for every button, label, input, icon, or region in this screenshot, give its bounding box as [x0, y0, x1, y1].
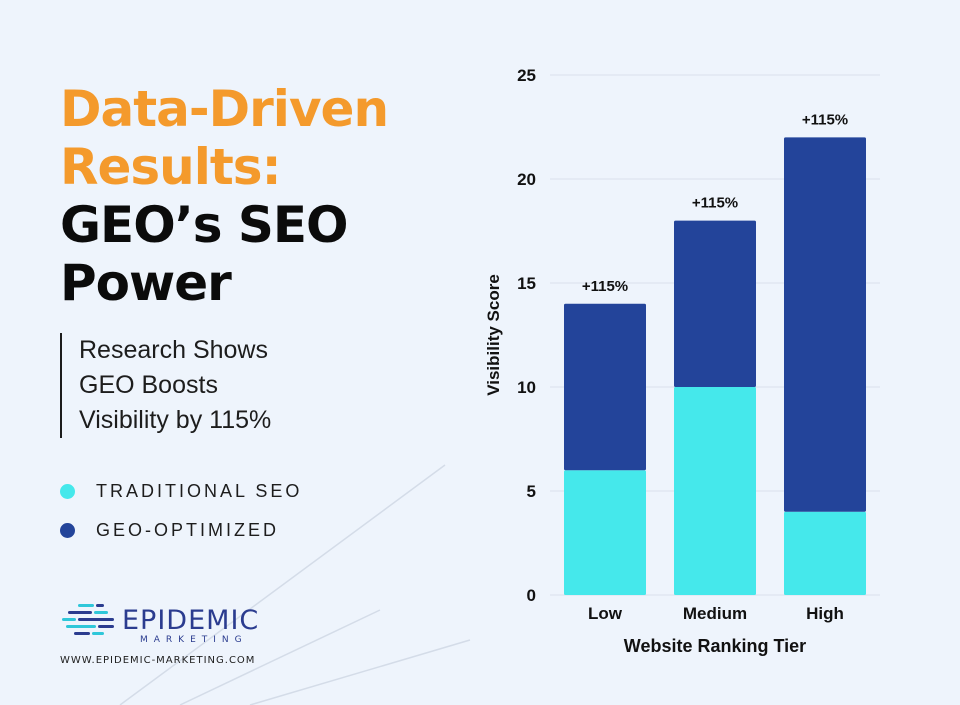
legend-dot-traditional-seo [60, 484, 75, 499]
x-tick-label-low: Low [588, 604, 623, 623]
brand-sub: MARKETING [140, 635, 248, 645]
x-axis-ticks: Low Medium High [588, 604, 844, 623]
y-tick-label-20: 20 [517, 170, 536, 189]
x-tick-label-high: High [806, 604, 844, 623]
legend-label-traditional-seo: TRADITIONAL SEO [96, 481, 303, 501]
y-tick-label-25: 25 [517, 66, 536, 85]
subtitle-line-3: Visibility by 115% [79, 406, 272, 434]
legend-dot-geo-optimized [60, 523, 75, 538]
bar-low-geo-optimized [564, 303, 646, 471]
annotation-medium: +115% [692, 195, 738, 212]
headline-line-4: Power [60, 254, 232, 312]
y-tick-label-15: 15 [517, 274, 536, 293]
bar-annotations: +115% +115% +115% [582, 111, 848, 294]
y-tick-label-5: 5 [527, 482, 536, 501]
annotation-high: +115% [802, 111, 848, 128]
chart-bars [564, 137, 866, 595]
bar-medium-geo-optimized [674, 220, 756, 387]
brand-name: EPIDEMIC [122, 605, 260, 636]
legend-item-traditional-seo: TRADITIONAL SEO [60, 472, 302, 511]
subtitle-line-2: GEO Boosts [79, 371, 218, 399]
legend-label-geo-optimized: GEO-OPTIMIZED [96, 520, 279, 540]
brand-logo: EPIDEMIC MARKETING [60, 602, 258, 647]
bar-low-traditional-seo [564, 470, 646, 595]
y-axis-label: Visibility Score [484, 274, 503, 396]
headline-line-3: GEO’s SEO [60, 196, 349, 254]
legend: TRADITIONAL SEO GEO-OPTIMIZED [60, 472, 302, 550]
website-url: WWW.EPIDEMIC-MARKETING.COM [60, 655, 256, 666]
headline-line-2: Results: [60, 138, 282, 196]
legend-item-geo-optimized: GEO-OPTIMIZED [60, 511, 302, 550]
bar-medium-traditional-seo [674, 387, 756, 595]
bar-high-geo-optimized [784, 137, 866, 512]
headline: Data-Driven Results: GEO’s SEO Power [60, 80, 389, 312]
subtitle-line-1: Research Shows [79, 336, 268, 364]
y-tick-label-0: 0 [527, 586, 536, 605]
y-axis-ticks: 0 5 10 15 20 25 [517, 66, 536, 605]
logo-mark-icon [62, 604, 114, 635]
headline-line-1: Data-Driven [60, 80, 389, 138]
x-axis-label: Website Ranking Tier [624, 636, 806, 656]
bar-high-traditional-seo [784, 511, 866, 595]
annotation-low: +115% [582, 278, 628, 295]
y-tick-label-10: 10 [517, 378, 536, 397]
x-tick-label-medium: Medium [683, 604, 747, 623]
subtitle: Research Shows GEO Boosts Visibility by … [60, 333, 271, 438]
